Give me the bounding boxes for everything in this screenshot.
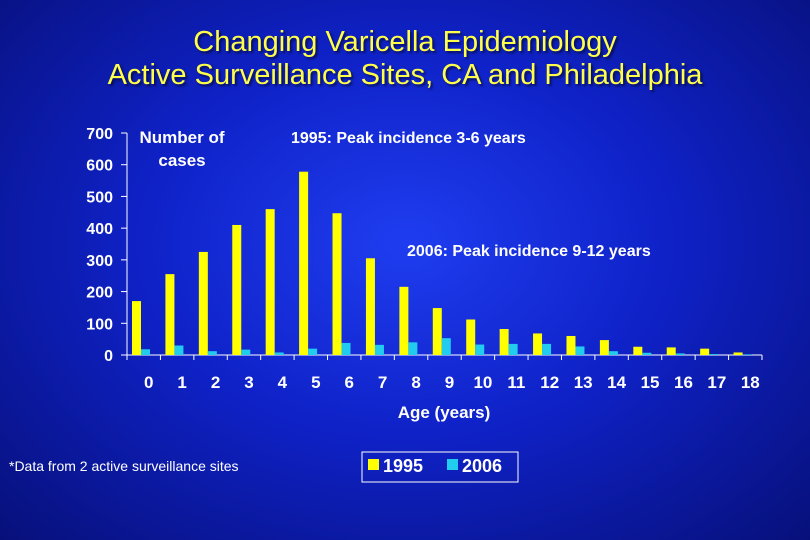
footnote: *Data from 2 active surveillance sites [9, 458, 239, 474]
bar-2006-age-18 [742, 354, 752, 355]
bar-1995-age-6 [332, 213, 342, 355]
bar-1995-age-3 [232, 224, 242, 355]
x-tick-label: 8 [411, 373, 420, 392]
x-tick-label: 15 [641, 373, 660, 392]
x-tick-label: 3 [244, 373, 253, 392]
chart-title: Changing Varicella Epidemiology Active S… [0, 26, 810, 92]
y-tick-label: 300 [86, 253, 113, 270]
annotation-2006: 2006: Peak incidence 9-12 years [407, 243, 651, 260]
x-tick-label: 9 [445, 373, 454, 392]
x-tick-label: 13 [574, 373, 593, 392]
legend-label-2006: 2006 [462, 456, 502, 476]
bar-2006-age-12 [542, 343, 552, 355]
x-tick-label: 11 [507, 373, 525, 392]
legend-swatch-1995 [368, 459, 379, 470]
x-tick-label: 10 [473, 373, 492, 392]
bar-2006-age-14 [608, 351, 618, 355]
bar-2006-age-11 [508, 343, 518, 355]
y-tick-label: 500 [86, 189, 113, 206]
y-tick-label: 600 [86, 158, 113, 175]
bars [132, 171, 752, 355]
bar-1995-age-16 [666, 347, 676, 355]
legend-label-1995: 1995 [383, 456, 423, 476]
bar-1995-age-8 [399, 286, 409, 355]
bar-1995-age-7 [365, 258, 375, 355]
bar-1995-age-18 [733, 352, 743, 355]
x-tick-label: 4 [278, 373, 288, 392]
bar-1995-age-0 [132, 301, 141, 355]
bar-2006-age-10 [475, 344, 485, 355]
x-tick-label: 17 [707, 373, 726, 392]
x-tick-label: 18 [741, 373, 760, 392]
legend-box [361, 451, 519, 483]
legend-swatch-2006 [447, 459, 458, 470]
legend: 1995 2006 [361, 451, 519, 483]
bar-2006-age-16 [675, 353, 685, 355]
x-tick-label: 0 [144, 373, 153, 392]
title-line-1: Changing Varicella Epidemiology [193, 26, 617, 58]
bar-2006-age-15 [642, 352, 652, 355]
bar-2006-age-5 [308, 348, 318, 355]
bar-2006-age-8 [408, 342, 418, 355]
x-tick-label: 2 [211, 373, 220, 392]
x-tick-label: 12 [540, 373, 559, 392]
bar-1995-age-9 [432, 308, 442, 355]
y-tick-label: 700 [86, 126, 113, 143]
bar-1995-age-13 [566, 335, 576, 355]
bar-1995-age-4 [265, 209, 275, 355]
y-axis-label-line-1: Number of [140, 128, 225, 147]
y-tick-label: 0 [104, 348, 113, 365]
bar-2006-age-13 [575, 346, 585, 355]
x-tick-label: 6 [345, 373, 354, 392]
bar-1995-age-5 [299, 171, 309, 355]
bar-1995-age-11 [499, 328, 509, 355]
bar-2006-age-6 [341, 342, 351, 355]
bar-2006-age-1 [174, 345, 184, 355]
bar-1995-age-14 [599, 340, 609, 355]
x-axis-label: Age (years) [398, 403, 491, 422]
x-tick-label: 7 [378, 373, 387, 392]
bar-1995-age-12 [533, 333, 543, 355]
y-tick-label: 200 [86, 285, 113, 302]
y-tick-label: 400 [86, 221, 113, 238]
bar-2006-age-9 [441, 338, 451, 355]
x-tick-label: 16 [674, 373, 693, 392]
bar-2006-age-17 [709, 354, 719, 355]
x-tick-label: 14 [607, 373, 626, 392]
bar-2006-age-4 [274, 352, 284, 355]
x-tick-label: 5 [311, 373, 320, 392]
bar-2006-age-7 [374, 344, 384, 355]
y-axis-label-line-2: cases [158, 151, 205, 170]
title-line-2: Active Surveillance Sites, CA and Philad… [107, 59, 703, 91]
bar-1995-age-10 [466, 319, 476, 355]
y-tick-label: 100 [86, 316, 113, 333]
bar-1995-age-15 [633, 346, 643, 355]
bar-1995-age-17 [700, 348, 710, 355]
bar-2006-age-0 [141, 349, 150, 355]
bar-1995-age-2 [198, 251, 208, 355]
bar-1995-age-1 [165, 274, 175, 355]
x-axis: 0 1 2 3 4 5 6 7 8 9 10 11 12 13 14 15 16 17 18 [126, 354, 763, 392]
y-axis: 0 100 200 300 400 500 600 700 [86, 126, 128, 365]
x-tick-label: 1 [177, 373, 186, 392]
annotation-1995: 1995: Peak incidence 3-6 years [291, 130, 526, 147]
bar-2006-age-2 [207, 351, 217, 355]
bar-2006-age-3 [241, 349, 251, 355]
